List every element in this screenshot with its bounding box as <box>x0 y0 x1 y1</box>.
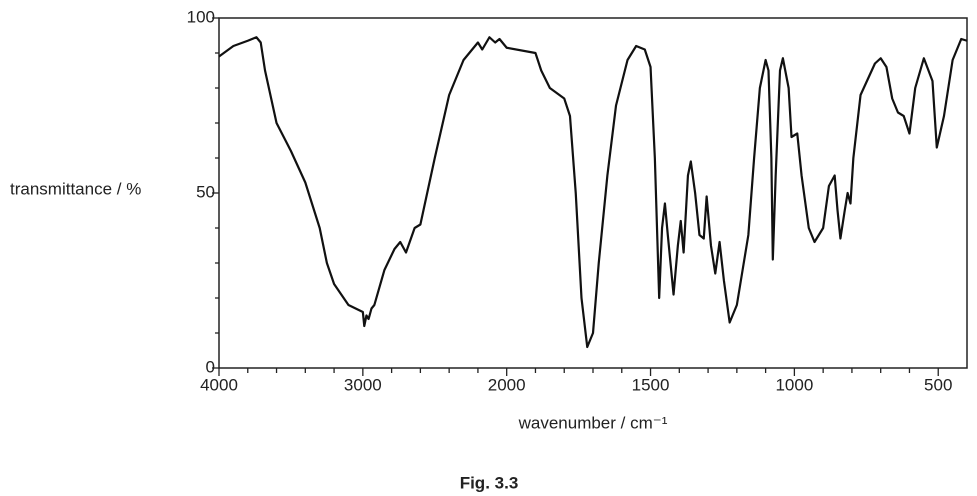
x-tick-label: 1500 <box>632 375 670 394</box>
y-tick-label: 100 <box>187 7 215 26</box>
x-tick-label: 2000 <box>488 375 526 394</box>
spectrum-line <box>218 36 968 349</box>
y-tick-label: 0 <box>206 357 215 376</box>
x-tick-label: 1000 <box>775 375 813 394</box>
figure-caption: Fig. 3.3 <box>460 473 519 492</box>
x-tick-label: 500 <box>924 375 952 394</box>
x-tick-label: 3000 <box>344 375 382 394</box>
y-axis-label: transmittance / % <box>10 179 141 198</box>
plot-frame <box>218 17 968 369</box>
y-tick-label: 50 <box>196 182 215 201</box>
x-tick-label: 4000 <box>200 375 238 394</box>
x-axis-label: wavenumber / cm⁻¹ <box>518 413 668 432</box>
